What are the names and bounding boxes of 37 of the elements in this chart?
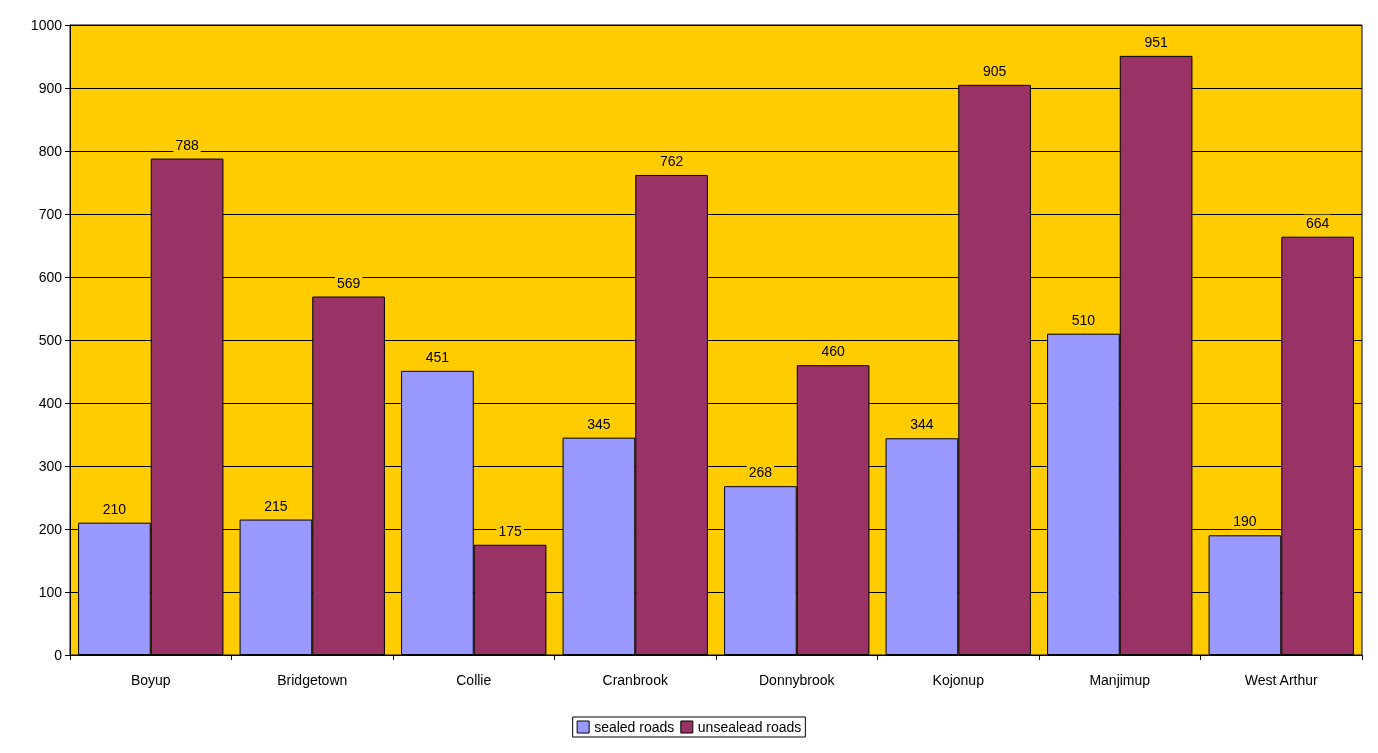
data-label: 664 xyxy=(1305,214,1330,231)
y-tick-label: 0 xyxy=(54,647,63,663)
x-tick-label: West Arthur xyxy=(1244,672,1319,688)
y-tick-label: 900 xyxy=(38,80,63,96)
data-label: 510 xyxy=(1071,311,1096,328)
data-label: 451 xyxy=(425,348,450,365)
data-label: 215 xyxy=(264,497,288,514)
y-tick-label: 1000 xyxy=(30,17,63,33)
data-label: 569 xyxy=(336,274,361,291)
data-label: 344 xyxy=(910,416,934,433)
data-label: 190 xyxy=(1233,513,1257,530)
data-label: 210 xyxy=(102,500,127,517)
y-tick-label: 500 xyxy=(38,332,63,348)
x-tick-label: Donnybrook xyxy=(759,672,836,688)
data-label: 905 xyxy=(982,62,1007,79)
legend-label: sealed roads xyxy=(594,719,675,735)
y-tick-label: 400 xyxy=(38,395,63,411)
legend-label: unsealead roads xyxy=(697,719,802,735)
y-tick-label: 300 xyxy=(38,458,63,474)
data-label: 788 xyxy=(175,136,199,153)
y-tick-label: 700 xyxy=(38,206,63,222)
x-tick-label: Cranbrook xyxy=(602,672,669,688)
y-tick-label: 800 xyxy=(38,143,63,159)
x-tick-label: Bridgetown xyxy=(277,672,348,688)
x-tick-label: Kojonup xyxy=(932,672,985,688)
data-label: 345 xyxy=(587,415,611,432)
x-tick-label: Manjimup xyxy=(1089,672,1151,688)
x-tick-label: Collie xyxy=(456,672,492,688)
data-label: 762 xyxy=(659,152,684,169)
data-label: 268 xyxy=(748,464,773,481)
y-tick-label: 600 xyxy=(38,269,63,285)
x-tick-label: Boyup xyxy=(130,672,171,688)
y-tick-label: 200 xyxy=(38,521,63,537)
y-tick-label: 100 xyxy=(38,584,63,600)
data-label: 460 xyxy=(821,343,845,360)
data-label: 951 xyxy=(1144,33,1168,50)
data-label: 175 xyxy=(498,522,522,539)
